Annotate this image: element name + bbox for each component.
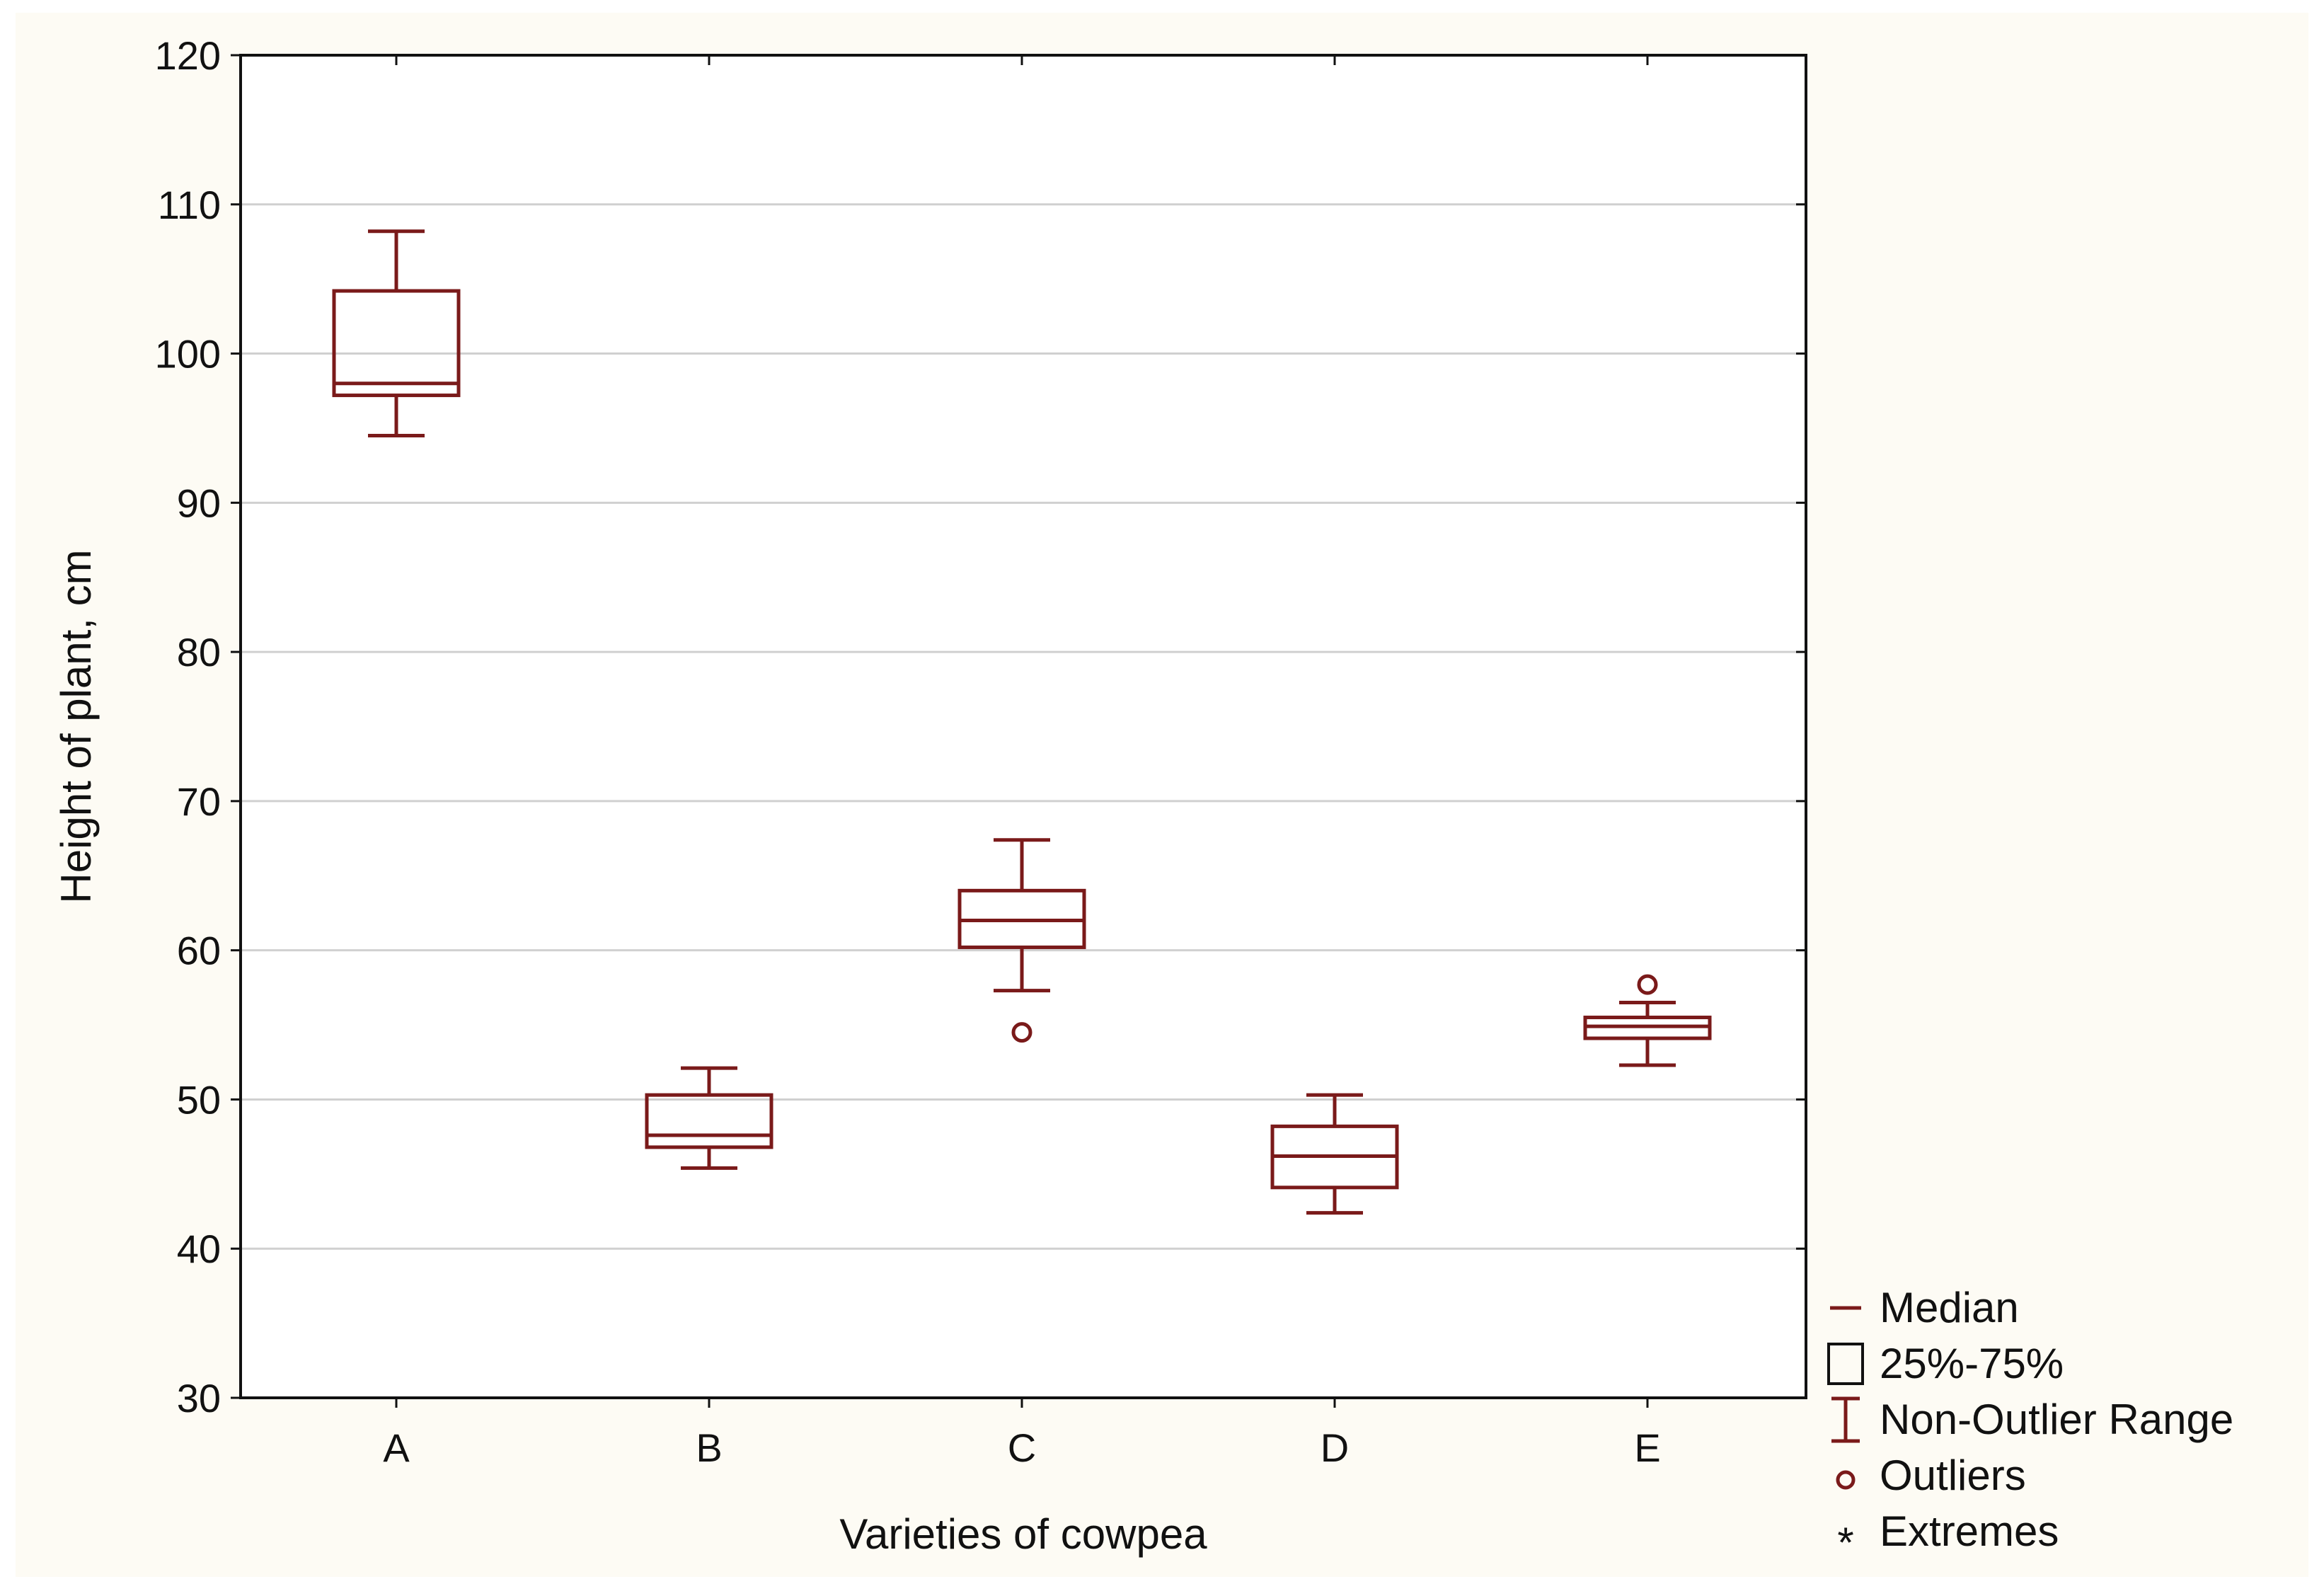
x-tick-label-B: B <box>696 1425 722 1470</box>
box-group-E <box>1583 974 1712 1067</box>
legend-label-asterisk: Extremes <box>1880 1508 2059 1555</box>
y-tick-label-90: 90 <box>177 481 221 525</box>
legend-label-median-line: Median <box>1880 1284 2019 1331</box>
legend-entry-whisker: Non-Outlier Range <box>1831 1396 2233 1443</box>
x-axis-ticks: A B C D E <box>383 55 1661 1470</box>
legend-label-circle: Outliers <box>1880 1452 2026 1499</box>
legend: Median 25%-75% Non-Outlier Range Outliers * E… <box>1827 1284 2233 1566</box>
legend-label-whisker: Non-Outlier Range <box>1880 1396 2233 1443</box>
legend-entry-asterisk: * Extremes <box>1837 1508 2059 1566</box>
y-tick-label-120: 120 <box>155 33 221 78</box>
y-axis-ticks: 30 40 50 60 70 80 90 100 110 120 <box>155 33 1806 1420</box>
y-tick-label-80: 80 <box>177 630 221 674</box>
boxes <box>332 229 1712 1215</box>
legend-box-icon <box>1827 1343 1864 1385</box>
legend-entry-median-line: Median <box>1830 1284 2019 1331</box>
x-axis-title: Varieties of cowpea <box>839 1510 1207 1558</box>
legend-extreme-icon: * <box>1837 1519 1853 1566</box>
legend-entry-circle: Outliers <box>1836 1452 2026 1499</box>
box-group-A <box>332 229 461 437</box>
box-iqr-A <box>332 289 461 398</box>
box-group-D <box>1270 1093 1399 1215</box>
x-tick-label-A: A <box>383 1425 410 1470</box>
outlier-E-0 <box>1637 974 1658 995</box>
legend-entry-box: 25%-75% <box>1827 1340 2064 1387</box>
x-tick-label-C: C <box>1008 1425 1036 1470</box>
y-tick-label-60: 60 <box>177 929 221 973</box>
outlier-C-0 <box>1011 1022 1032 1043</box>
box-iqr-B <box>645 1093 773 1149</box>
plot-area <box>241 55 1806 1398</box>
box-group-B <box>645 1066 773 1170</box>
y-tick-label-110: 110 <box>158 183 221 227</box>
y-tick-label-40: 40 <box>177 1227 221 1271</box>
box-group-C <box>957 838 1086 1043</box>
x-tick-label-D: D <box>1321 1425 1349 1470</box>
y-tick-label-50: 50 <box>177 1077 221 1122</box>
y-tick-label-100: 100 <box>155 332 221 377</box>
y-tick-label-30: 30 <box>177 1376 221 1420</box>
plot-border <box>239 54 1807 1399</box>
legend-outlier-icon <box>1836 1470 1856 1490</box>
y-tick-label-70: 70 <box>177 779 221 824</box>
legend-label-box: 25%-75% <box>1880 1340 2064 1387</box>
y-axis-title: Height of plant, cm <box>52 549 100 903</box>
x-tick-label-E: E <box>1634 1425 1660 1470</box>
